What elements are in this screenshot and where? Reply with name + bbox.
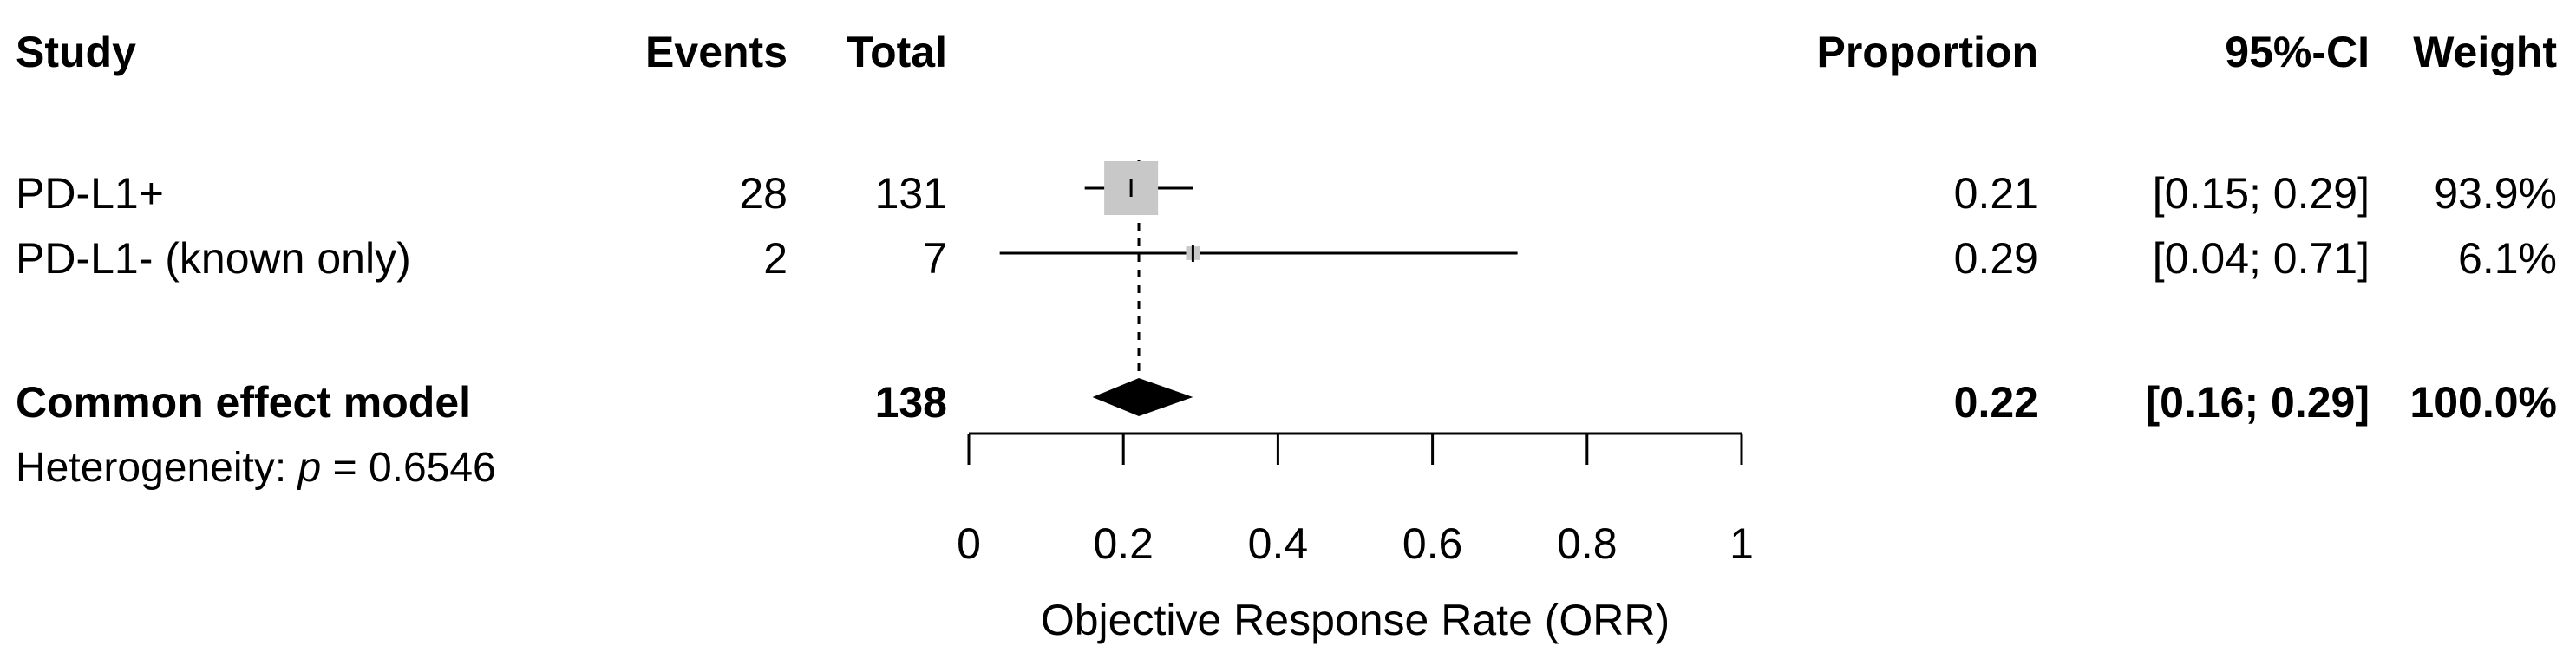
pooled-proportion: 0.22 xyxy=(1953,378,2038,427)
header-study: Study xyxy=(16,28,136,76)
header-proportion: Proportion xyxy=(1816,28,2038,76)
pooled-weight: 100.0% xyxy=(2409,378,2557,427)
row-proportion: 0.21 xyxy=(1953,169,2038,218)
header-weight: Weight xyxy=(2413,28,2557,76)
pooled-label: Common effect model xyxy=(16,378,472,427)
row-study-name: PD-L1- (known only) xyxy=(16,234,411,283)
row-events: 2 xyxy=(763,234,788,283)
row-ci: [0.15; 0.29] xyxy=(2152,169,2370,218)
tick-label: 0.8 xyxy=(1557,519,1618,568)
header-events: Events xyxy=(645,28,788,76)
x-axis: Objective Response Rate (ORR) 0 0.2 0.4 0.6… xyxy=(957,432,1754,644)
row-total: 131 xyxy=(874,169,947,218)
pooled-total: 138 xyxy=(874,378,947,427)
heterogeneity-symbol: p xyxy=(297,445,322,491)
heterogeneity-suffix: = 0.6546 xyxy=(321,445,496,491)
tick-label: 1 xyxy=(1729,519,1754,568)
row-study-name: PD-L1+ xyxy=(16,169,164,218)
row-weight: 93.9% xyxy=(2434,169,2557,218)
header-ci: 95%-CI xyxy=(2225,28,2370,76)
tick-label: 0.4 xyxy=(1248,519,1309,568)
heterogeneity-text: Heterogeneity: p = 0.6546 xyxy=(16,442,496,494)
row-proportion: 0.29 xyxy=(1953,234,2038,283)
x-axis-label: Objective Response Rate (ORR) xyxy=(1041,596,1670,644)
row-weight: 6.1% xyxy=(2458,234,2557,283)
tick-label: 0.2 xyxy=(1093,519,1154,568)
header-total: Total xyxy=(847,28,947,76)
row-total: 7 xyxy=(923,234,947,283)
row-ci: [0.04; 0.71] xyxy=(2152,234,2370,283)
pooled-ci: [0.16; 0.29] xyxy=(2145,378,2370,427)
pooled-diamond xyxy=(1092,378,1193,416)
pooled-marks xyxy=(1092,378,1193,416)
tick-label: 0 xyxy=(957,519,981,568)
row-events: 28 xyxy=(739,169,788,218)
tick-label: 0.6 xyxy=(1402,519,1463,568)
heterogeneity-prefix: Heterogeneity: xyxy=(16,445,298,491)
study-marks xyxy=(999,160,1518,262)
